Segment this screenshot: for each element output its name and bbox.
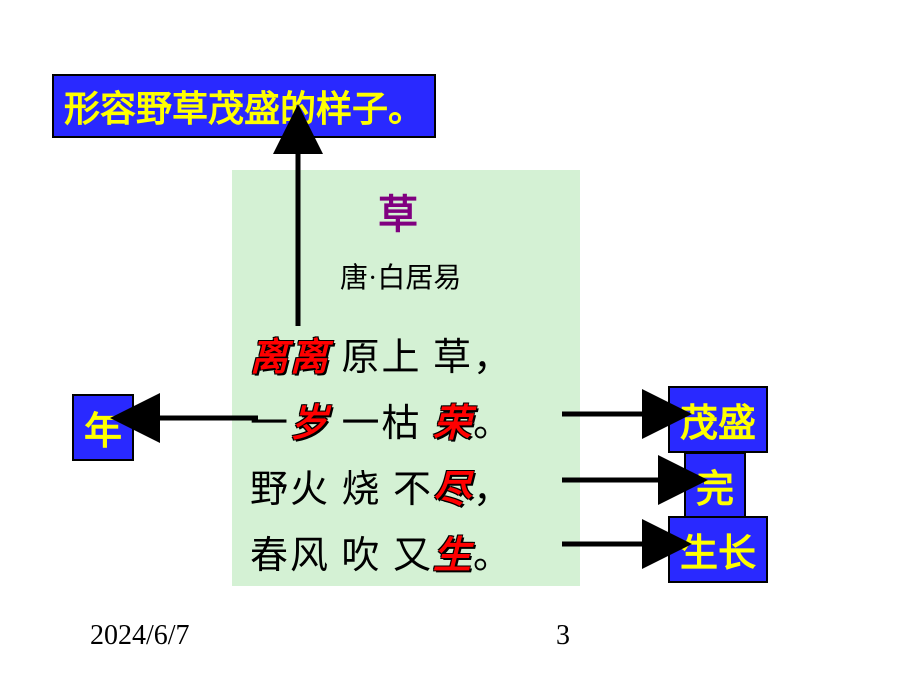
footer-page: 3 [556,620,570,652]
footer-page-text: 3 [556,620,570,651]
arrows-layer [0,0,920,690]
footer-date: 2024/6/7 [90,620,190,652]
footer-date-text: 2024/6/7 [90,620,190,651]
